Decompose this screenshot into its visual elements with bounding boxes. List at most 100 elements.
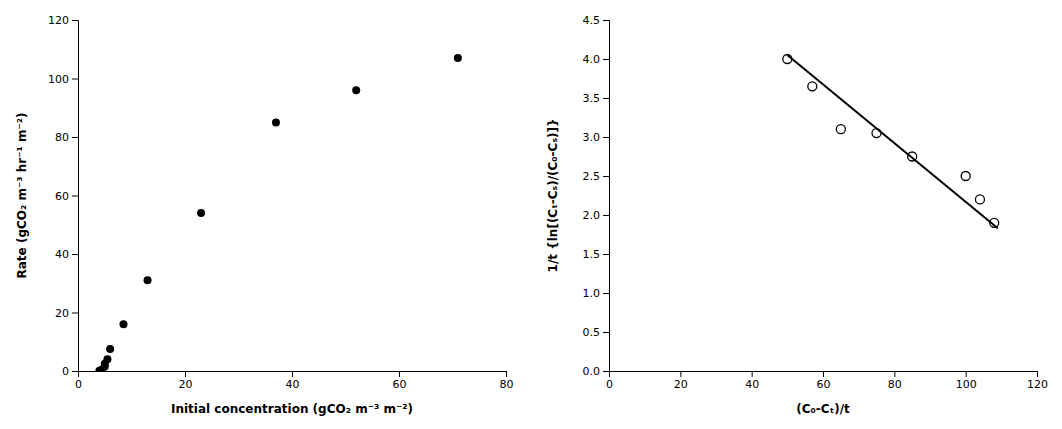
x-tick-label: 120 xyxy=(1027,378,1048,391)
x-tick-label: 80 xyxy=(500,378,514,391)
x-tick: 60 xyxy=(393,371,407,391)
x-tick-mark xyxy=(752,371,753,377)
y-tick-label: 0.0 xyxy=(583,365,601,378)
line xyxy=(787,55,997,228)
y-tick-label: 100 xyxy=(48,73,69,86)
y-tick-label: 80 xyxy=(55,131,69,144)
plot-area xyxy=(783,55,999,229)
x-tick-mark xyxy=(680,371,681,377)
x-tick-mark xyxy=(894,371,895,377)
y-tick-mark xyxy=(72,79,78,80)
y-tick-mark xyxy=(603,20,609,21)
x-tick-mark xyxy=(823,371,824,377)
y-tick: 0 xyxy=(62,365,78,378)
y-tick-mark xyxy=(72,20,78,21)
y-tick: 1.5 xyxy=(583,248,610,261)
x-tick-mark xyxy=(292,371,293,377)
x-tick-mark xyxy=(185,371,186,377)
point xyxy=(836,125,845,134)
panel: 0 20 40 60 80 0 20 40 60 80 100 120 Initial concentr… xyxy=(15,14,514,416)
x-tick-label: 20 xyxy=(179,378,193,391)
y-tick: 20 xyxy=(55,307,78,320)
y-tick-mark xyxy=(603,254,609,255)
y-tick-mark xyxy=(72,313,78,314)
y-axis-line xyxy=(603,21,610,372)
x-tick-label: 80 xyxy=(888,378,902,391)
y-tick-label: 0.5 xyxy=(583,326,601,339)
x-tick: 0 xyxy=(606,371,613,391)
y-tick: 2.0 xyxy=(583,209,610,222)
y-tick-mark xyxy=(72,196,78,197)
x-tick-label: 100 xyxy=(956,378,977,391)
y-tick-label: 20 xyxy=(55,307,69,320)
x-tick: 40 xyxy=(745,371,759,391)
x-tick-mark xyxy=(966,371,967,377)
y-tick-mark xyxy=(72,371,78,372)
point xyxy=(808,82,817,91)
y-axis: 0.0 0.5 1.0 1.5 2.0 2.5 3.0 3.5 4.0 4.5 xyxy=(583,14,610,378)
y-axis-line xyxy=(72,21,79,372)
x-tick: 20 xyxy=(179,371,193,391)
y-tick: 1.0 xyxy=(583,287,610,300)
y-tick-mark xyxy=(603,293,609,294)
y-tick-label: 4.0 xyxy=(583,53,601,66)
y-tick: 0.0 xyxy=(583,365,610,378)
x-tick-label: 60 xyxy=(393,378,407,391)
point xyxy=(144,276,152,284)
point xyxy=(961,172,970,181)
x-tick-label: 0 xyxy=(75,378,82,391)
point xyxy=(272,118,280,126)
y-tick-label: 60 xyxy=(55,190,69,203)
x-tick-label: 60 xyxy=(817,378,831,391)
y-tick-mark xyxy=(603,137,609,138)
y-tick-label: 2.0 xyxy=(583,209,601,222)
y-tick: 2.5 xyxy=(583,170,610,183)
x-axis-line xyxy=(610,372,1038,378)
x-tick: 40 xyxy=(286,371,300,391)
x-tick-label: 0 xyxy=(606,378,613,391)
x-axis-title: Initial concentration (gCO₂ m⁻³ m⁻²) xyxy=(171,402,413,416)
point xyxy=(454,54,462,62)
y-tick-label: 2.5 xyxy=(583,170,601,183)
y-tick-label: 3.0 xyxy=(583,131,601,144)
figure: 0 20 40 60 80 0 20 40 60 80 100 120 Initial concentr… xyxy=(0,0,1062,429)
y-tick-label: 4.5 xyxy=(583,14,601,27)
y-tick-label: 3.5 xyxy=(583,92,601,105)
y-axis-title: Rate (gCO₂ m⁻³ hr⁻¹ m⁻²) xyxy=(15,113,29,279)
y-tick: 120 xyxy=(48,14,78,27)
x-axis-title: (C₀-Cₜ)/t xyxy=(796,402,850,416)
point xyxy=(103,355,111,363)
y-tick-label: 1.5 xyxy=(583,248,601,261)
y-tick: 4.5 xyxy=(583,14,610,27)
point xyxy=(975,195,984,204)
y-tick-mark xyxy=(72,254,78,255)
x-tick: 20 xyxy=(674,371,688,391)
x-tick: 0 xyxy=(75,371,82,391)
y-tick-label: 40 xyxy=(55,248,69,261)
y-tick: 3.0 xyxy=(583,131,610,144)
point xyxy=(119,320,127,328)
x-tick-mark xyxy=(399,371,400,377)
y-axis: 0 20 40 60 80 100 120 xyxy=(48,14,79,378)
x-tick-mark xyxy=(506,371,507,377)
y-axis-title: 1/t {ln[(Cₜ-Cₛ)/(C₀-Cₛ)]} xyxy=(546,119,560,273)
y-tick-label: 0 xyxy=(62,365,69,378)
x-tick-mark xyxy=(1037,371,1038,377)
x-tick-label: 40 xyxy=(745,378,759,391)
y-tick: 80 xyxy=(55,131,78,144)
panel: 0 20 40 60 80 100 120 0.0 0.5 1.0 1.5 2.0 2.5 3.0 3.5 4… xyxy=(546,14,1048,416)
x-axis-line xyxy=(79,372,507,378)
x-tick: 120 xyxy=(1027,371,1048,391)
point xyxy=(197,209,205,217)
x-tick: 100 xyxy=(956,371,977,391)
y-tick-mark xyxy=(603,215,609,216)
y-tick: 100 xyxy=(48,73,78,86)
y-tick-label: 1.0 xyxy=(583,287,601,300)
x-tick: 60 xyxy=(817,371,831,391)
y-tick-mark xyxy=(603,176,609,177)
y-tick-mark xyxy=(603,371,609,372)
y-tick: 40 xyxy=(55,248,78,261)
y-tick: 0.5 xyxy=(583,326,610,339)
y-tick: 4.0 xyxy=(583,53,610,66)
x-axis: 0 20 40 60 80 100 120 xyxy=(606,371,1048,391)
